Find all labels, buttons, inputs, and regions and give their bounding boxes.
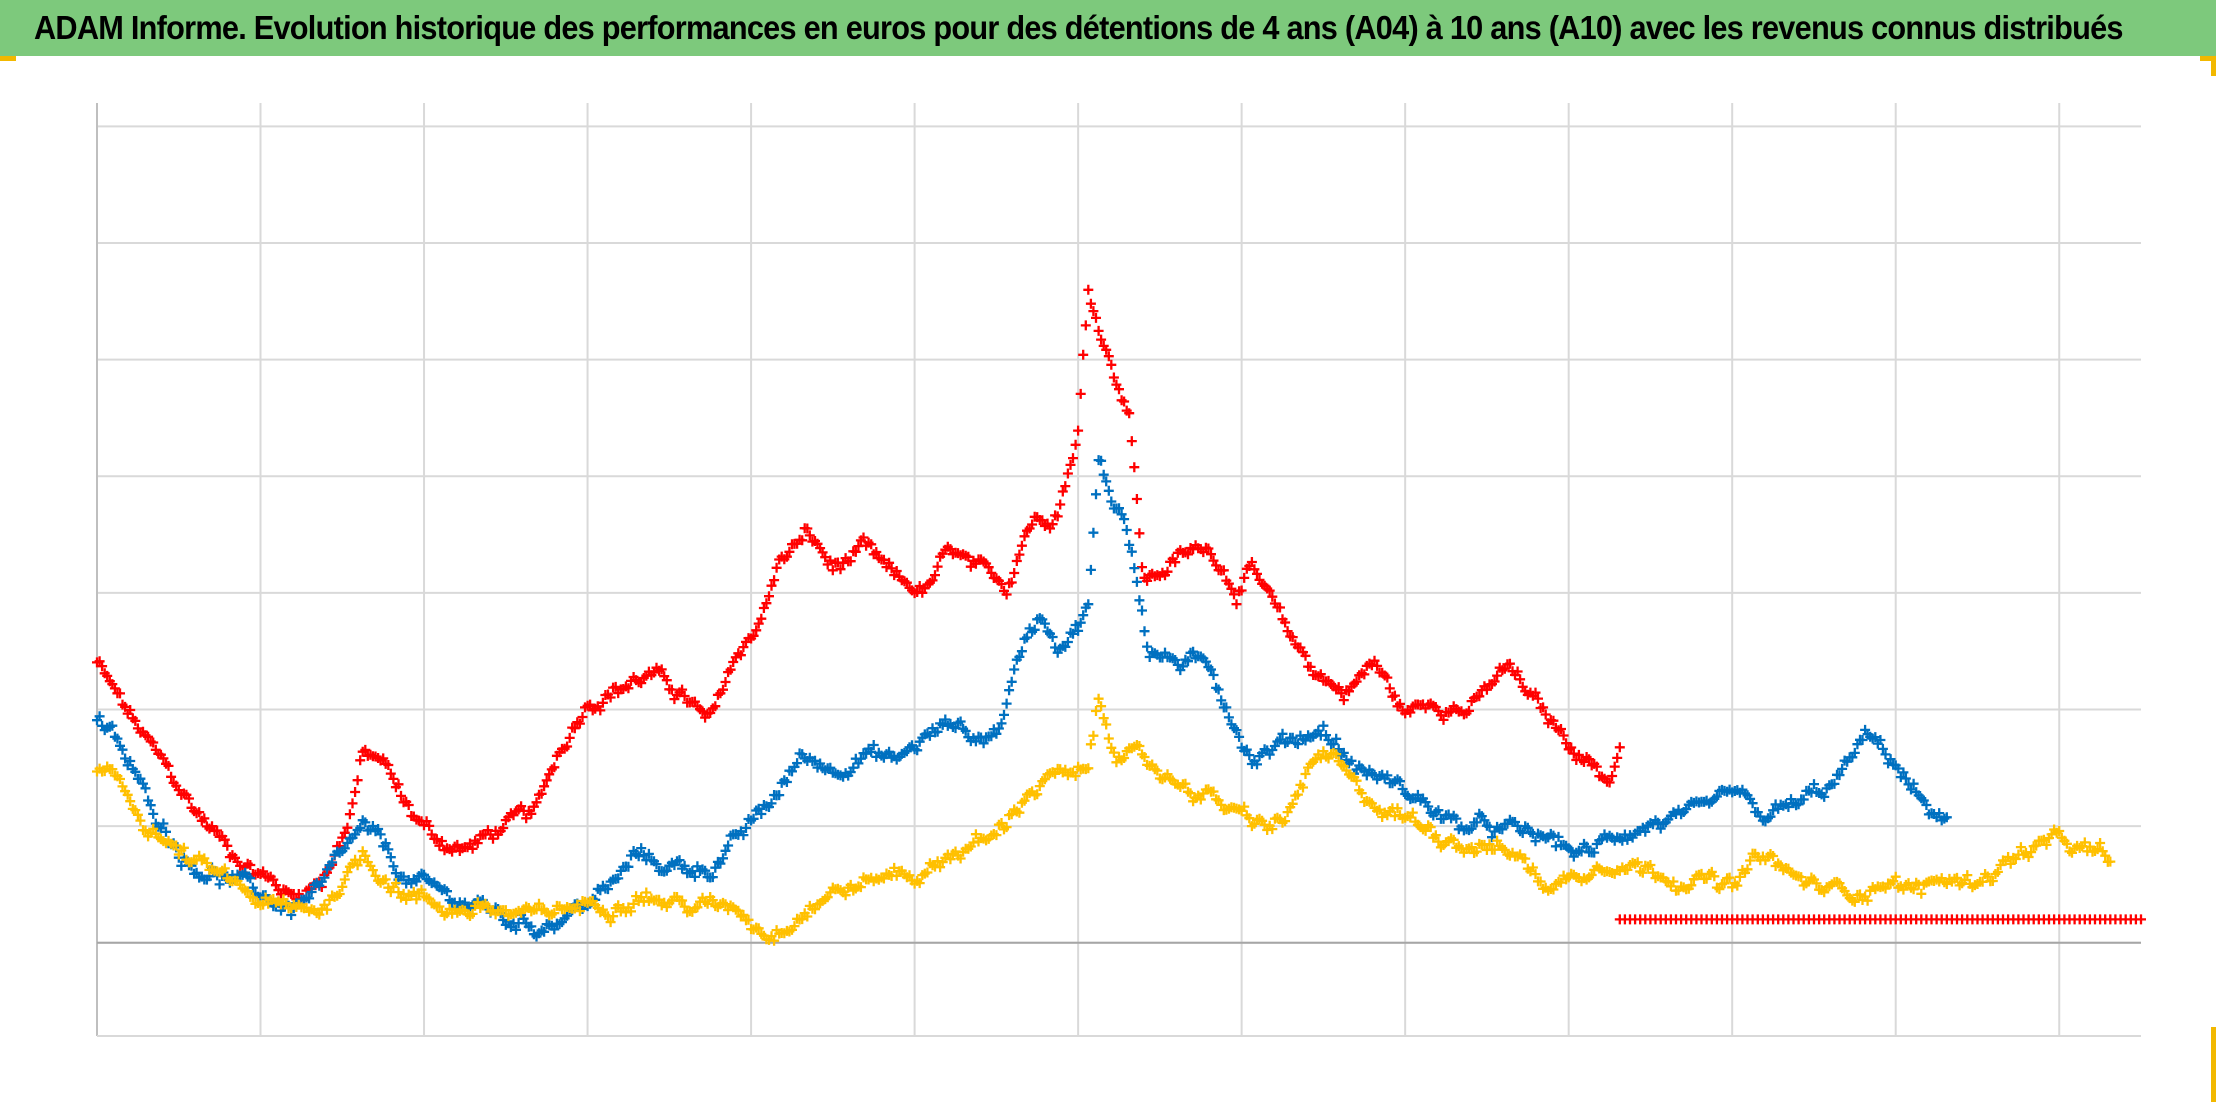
series-2-points bbox=[92, 455, 1952, 942]
series-3-markers bbox=[92, 693, 2116, 946]
chart-title-bar: ADAM Informe. Evolution historique des p… bbox=[0, 0, 2216, 56]
series-1-markers bbox=[92, 284, 1625, 905]
corner-accent-top-right bbox=[2200, 56, 2216, 61]
series-3-points bbox=[92, 693, 2116, 946]
corner-accent-top-left bbox=[0, 56, 16, 61]
series-4-markers bbox=[1614, 914, 2146, 925]
series-2-markers bbox=[92, 455, 1952, 942]
corner-accent-bottom-right bbox=[2211, 1027, 2216, 1102]
chart-title: ADAM Informe. Evolution historique des p… bbox=[34, 9, 2123, 46]
series-4-points bbox=[1614, 914, 2146, 925]
corner-accent-right-edge bbox=[2211, 56, 2216, 76]
series-1-points bbox=[92, 284, 1625, 905]
